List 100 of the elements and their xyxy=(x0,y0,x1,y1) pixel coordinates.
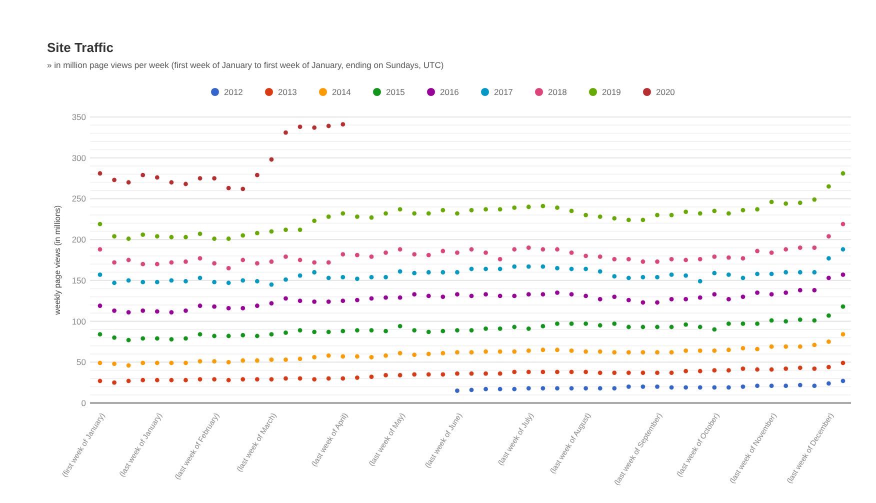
point xyxy=(426,211,431,216)
point xyxy=(712,385,717,390)
point xyxy=(398,269,402,274)
point xyxy=(354,252,360,258)
point xyxy=(184,308,188,313)
point xyxy=(240,358,246,363)
point xyxy=(555,348,560,352)
point xyxy=(169,378,174,382)
point xyxy=(240,332,246,338)
point xyxy=(212,377,217,382)
point xyxy=(712,348,717,353)
point xyxy=(154,175,160,180)
point xyxy=(712,292,717,297)
point xyxy=(826,256,831,261)
point xyxy=(154,309,160,314)
point xyxy=(498,386,502,392)
point xyxy=(226,280,231,286)
point xyxy=(240,377,246,382)
point xyxy=(840,272,846,277)
point xyxy=(254,358,260,363)
point xyxy=(812,197,817,202)
point xyxy=(340,252,346,256)
point xyxy=(354,375,360,380)
point xyxy=(584,266,588,272)
point xyxy=(684,210,688,214)
point xyxy=(498,207,502,212)
point xyxy=(369,274,374,280)
point xyxy=(526,386,531,390)
point xyxy=(98,378,102,384)
point xyxy=(198,276,202,280)
point xyxy=(626,218,631,222)
point xyxy=(484,371,488,376)
point xyxy=(755,272,760,276)
legend-label: 2014 xyxy=(332,87,352,97)
point xyxy=(455,388,460,393)
point xyxy=(612,370,617,375)
point xyxy=(112,380,116,385)
point xyxy=(298,258,302,262)
point xyxy=(655,274,660,280)
point xyxy=(598,386,602,390)
point xyxy=(784,270,788,274)
point xyxy=(626,298,631,302)
point xyxy=(726,348,731,352)
point xyxy=(812,318,817,323)
point xyxy=(455,250,460,255)
point xyxy=(169,278,174,283)
point xyxy=(640,370,646,375)
point xyxy=(555,290,560,295)
point xyxy=(240,186,246,192)
point xyxy=(226,334,231,338)
point xyxy=(184,234,188,240)
point xyxy=(626,256,631,262)
point xyxy=(226,236,231,241)
point xyxy=(469,247,474,252)
point xyxy=(484,250,488,255)
point xyxy=(484,266,488,272)
point xyxy=(512,370,517,374)
point xyxy=(212,176,217,180)
point xyxy=(412,328,417,332)
point xyxy=(412,292,417,297)
point xyxy=(798,366,802,370)
point xyxy=(626,370,631,375)
point xyxy=(198,232,202,236)
point xyxy=(254,172,260,178)
point xyxy=(512,349,517,354)
point xyxy=(312,218,317,223)
point xyxy=(769,200,774,204)
point xyxy=(298,298,302,304)
point xyxy=(455,371,460,376)
point xyxy=(669,212,674,218)
point xyxy=(412,352,417,357)
point xyxy=(354,354,360,359)
point xyxy=(626,276,631,280)
point xyxy=(254,261,260,266)
point xyxy=(112,362,116,366)
point xyxy=(612,216,617,221)
point xyxy=(140,360,146,366)
point xyxy=(569,370,574,374)
point xyxy=(140,308,146,313)
point xyxy=(498,256,502,262)
y-tick-label: 300 xyxy=(72,152,86,163)
point xyxy=(284,376,288,381)
point xyxy=(640,259,646,264)
point xyxy=(840,222,846,226)
point xyxy=(755,290,760,295)
point xyxy=(98,304,102,308)
point xyxy=(740,294,746,299)
point xyxy=(512,206,517,210)
point xyxy=(254,377,260,382)
point xyxy=(412,372,417,377)
point xyxy=(326,299,331,304)
point xyxy=(198,176,202,180)
point xyxy=(412,252,417,256)
point xyxy=(755,346,760,352)
point xyxy=(126,338,131,342)
point xyxy=(469,371,474,376)
point xyxy=(169,234,174,240)
point xyxy=(369,254,374,259)
point xyxy=(240,278,246,283)
point xyxy=(140,378,146,382)
